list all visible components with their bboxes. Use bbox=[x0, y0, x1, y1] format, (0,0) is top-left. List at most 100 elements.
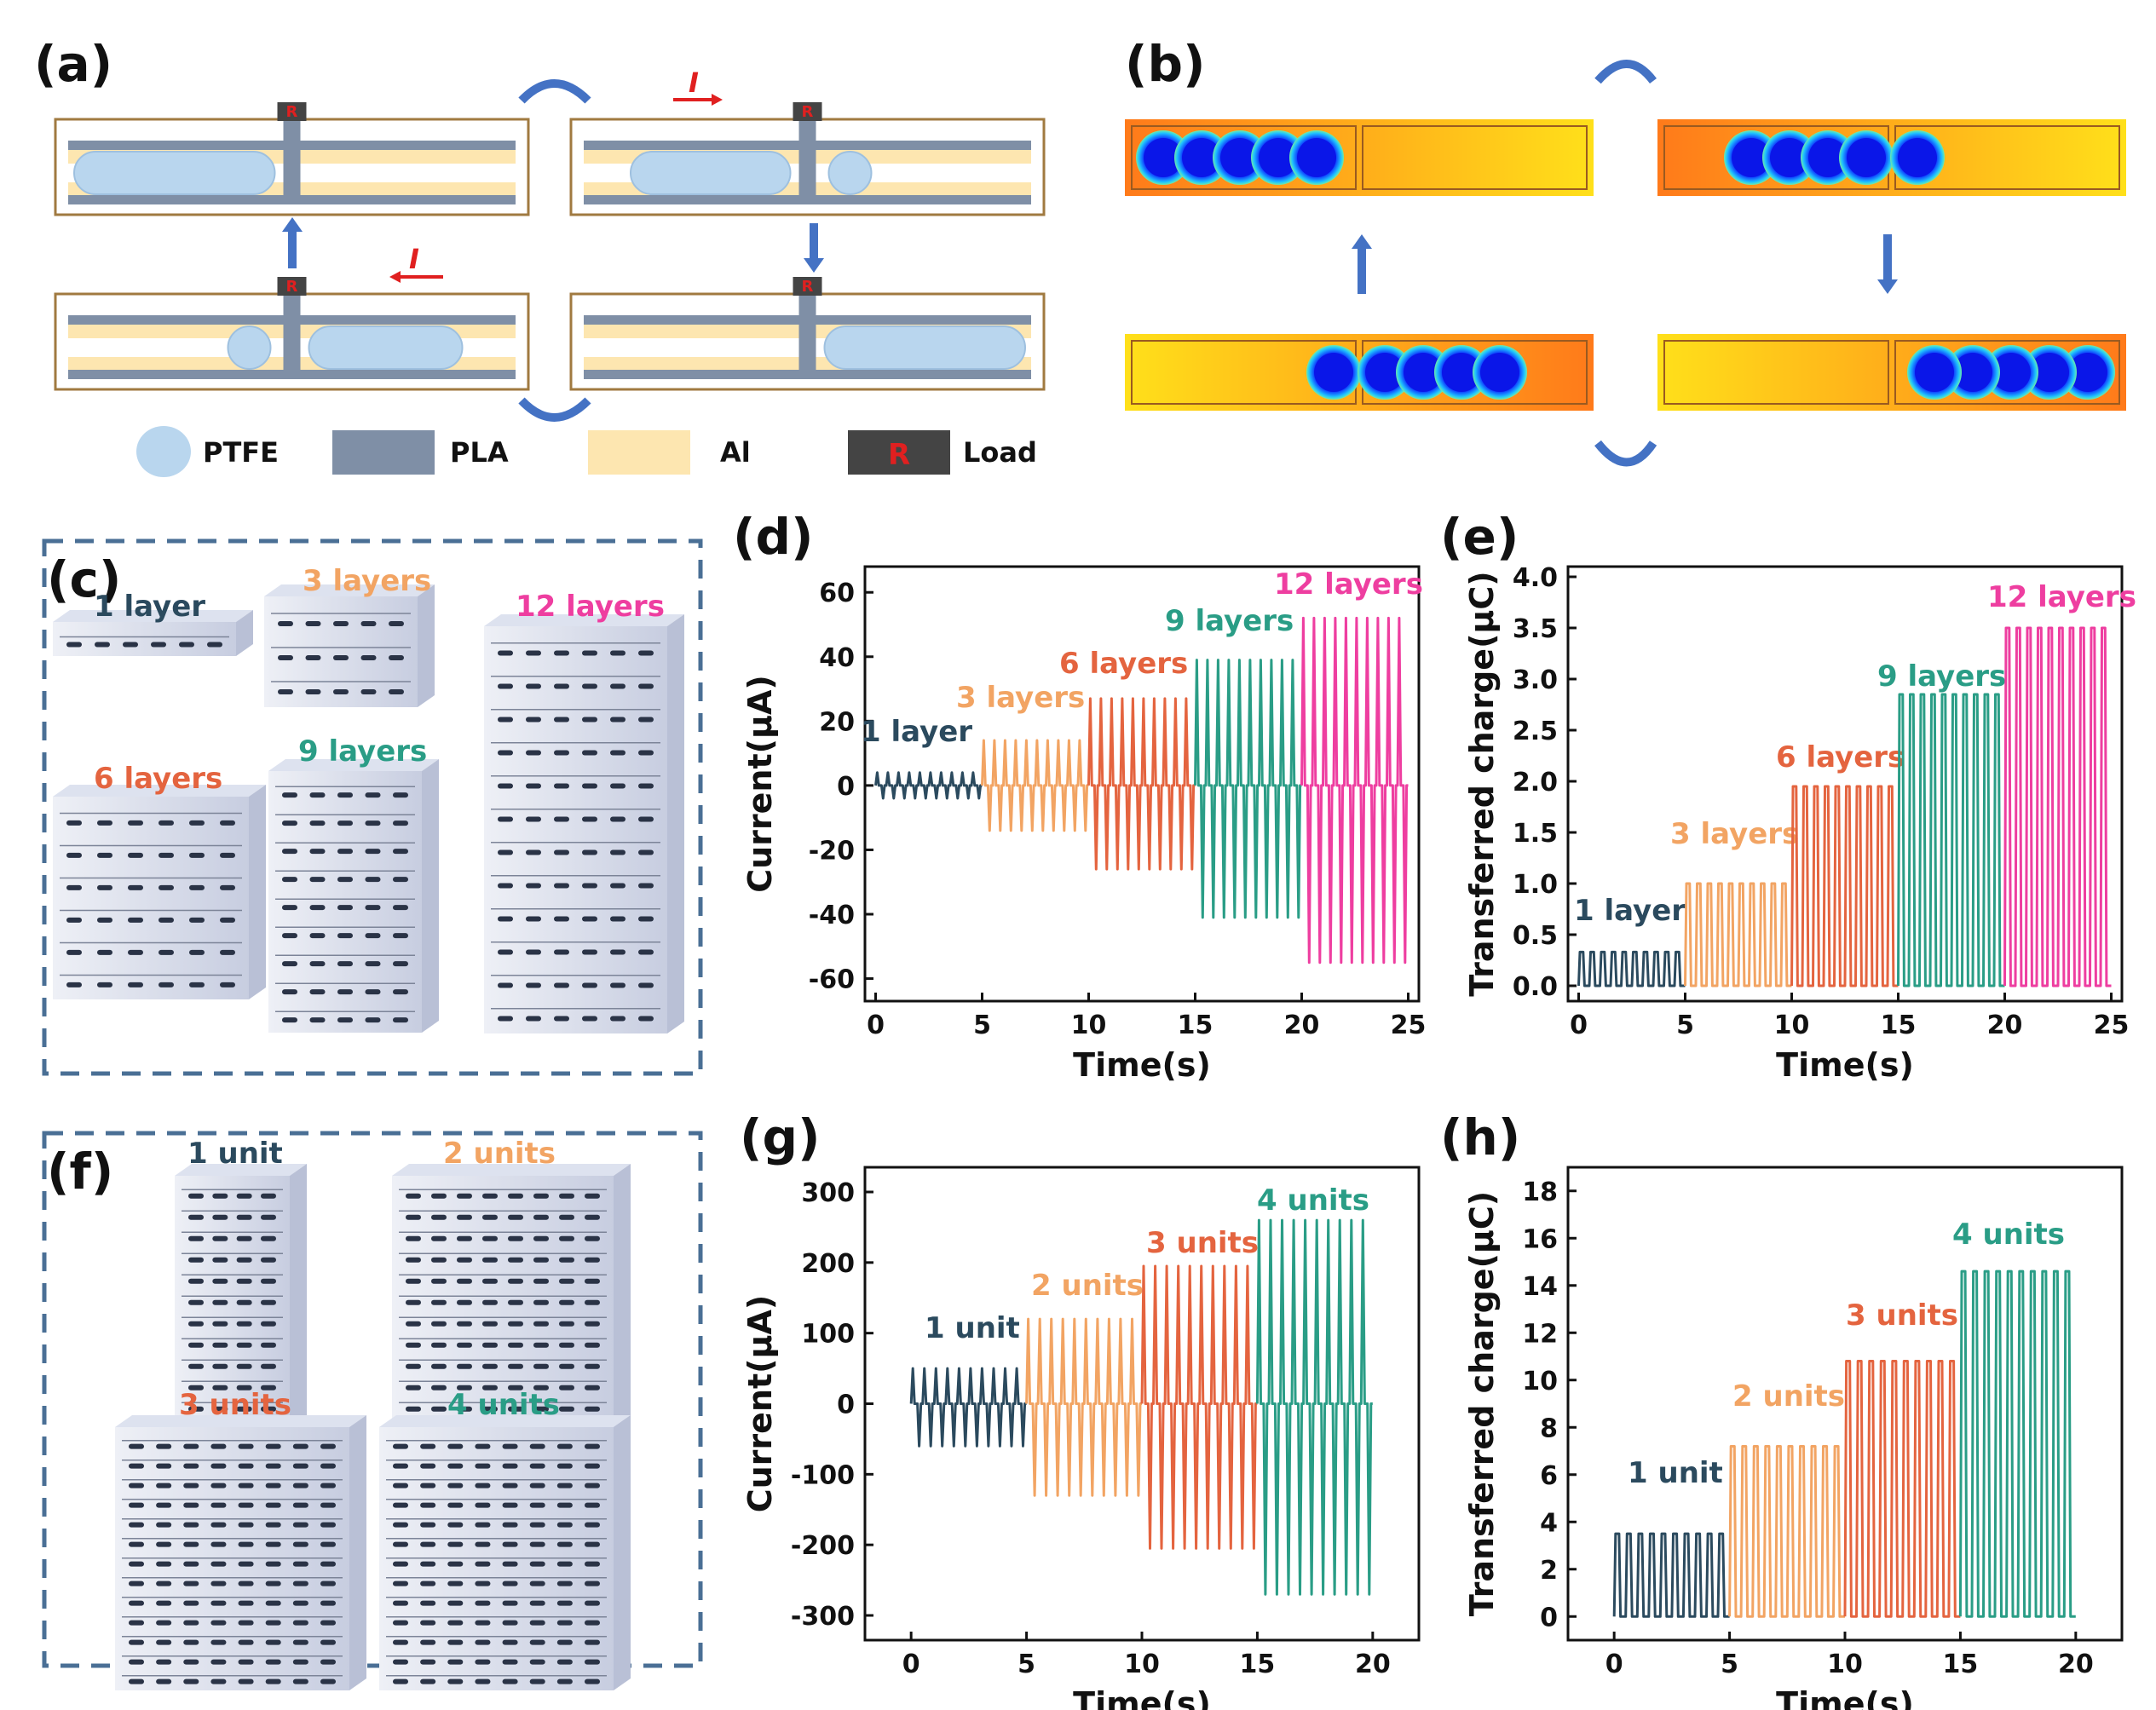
pellet-slot bbox=[320, 1502, 336, 1508]
simulation-frame-2 bbox=[1657, 119, 2126, 196]
pellet-slot bbox=[482, 1299, 498, 1305]
legend-label-load: Load bbox=[963, 436, 1037, 469]
pellet-slot bbox=[212, 1342, 228, 1348]
pellet-slot bbox=[529, 1600, 545, 1606]
y-tick-label: 200 bbox=[801, 1249, 855, 1279]
pellet-slot bbox=[556, 1463, 573, 1469]
pellet-slot bbox=[282, 989, 297, 995]
pellet-slot bbox=[638, 883, 654, 889]
pellet-slot bbox=[529, 1483, 545, 1488]
y-tick-label: 0 bbox=[837, 1390, 855, 1420]
x-tick-label: 15 bbox=[1178, 1010, 1213, 1040]
pellet-slot bbox=[502, 1659, 518, 1665]
pellet-slot bbox=[533, 1385, 549, 1390]
pellet-slot bbox=[533, 1214, 549, 1220]
series-label: 6 layers bbox=[1776, 740, 1905, 774]
stack-label: 3 units bbox=[179, 1388, 291, 1422]
pellet-slot bbox=[282, 933, 297, 939]
y-tick-label: -40 bbox=[809, 901, 855, 930]
pellet-slot bbox=[585, 1342, 600, 1348]
pellet-slot bbox=[265, 1639, 281, 1645]
pellet-slot bbox=[526, 683, 541, 689]
pellet-slot bbox=[482, 1363, 498, 1369]
pellet-slot bbox=[556, 1561, 573, 1567]
pellet-slot bbox=[210, 1659, 227, 1665]
pellet-slot bbox=[508, 1342, 523, 1348]
pellet-slot bbox=[447, 1600, 464, 1606]
pellet-slot bbox=[610, 816, 625, 822]
pellet-slot bbox=[475, 1463, 491, 1469]
x-axis-label: Time(s) bbox=[1776, 1685, 1914, 1710]
pellet-slot bbox=[128, 917, 143, 923]
pellet-slot bbox=[261, 1299, 276, 1305]
cycle-arrow-top bbox=[1594, 60, 1657, 84]
pellet-slot bbox=[526, 717, 541, 723]
pellet-slot bbox=[559, 1193, 574, 1199]
pellet-slot bbox=[188, 1406, 204, 1412]
pellet-slot bbox=[610, 949, 625, 955]
simulation-frame-3 bbox=[1125, 334, 1594, 411]
ptfe-pellet-potential bbox=[1365, 353, 1404, 392]
legend-label-pla: PLA bbox=[450, 436, 509, 469]
pellet-slot bbox=[475, 1600, 491, 1606]
plot-frame bbox=[863, 565, 1421, 1003]
pellet-slot bbox=[210, 1600, 227, 1606]
y-tick-label: 60 bbox=[819, 579, 855, 608]
pellet-slot bbox=[189, 884, 205, 890]
pellet-slot bbox=[265, 1659, 281, 1665]
pellet-slot bbox=[498, 683, 513, 689]
pellet-slot bbox=[431, 1193, 447, 1199]
pellet-slot bbox=[129, 1522, 144, 1528]
series-label: 2 units bbox=[1732, 1379, 1845, 1413]
pellet-slot bbox=[183, 1502, 199, 1508]
pellet-slot bbox=[431, 1342, 447, 1348]
pellet-slot bbox=[559, 1385, 574, 1390]
pellet-slot bbox=[556, 1620, 573, 1626]
stack-top-face bbox=[392, 1164, 631, 1176]
pellet-slot bbox=[447, 1541, 464, 1547]
electrode-outline bbox=[1362, 125, 1588, 190]
pellet-slot bbox=[556, 1659, 573, 1665]
pellet-slot bbox=[210, 1678, 227, 1684]
pellet-slot bbox=[210, 1483, 227, 1488]
pla-divider bbox=[283, 118, 301, 204]
x-tick-label: 5 bbox=[1721, 1650, 1738, 1679]
pellet-slot bbox=[282, 792, 297, 798]
stack-side-face bbox=[236, 610, 253, 656]
series-line-3-units bbox=[1843, 1360, 1961, 1618]
pellet-slot bbox=[420, 1483, 436, 1488]
pellet-slot bbox=[420, 1541, 436, 1547]
series-line-6-layers bbox=[1087, 697, 1196, 871]
pellet-slot bbox=[265, 1522, 281, 1528]
y-tick-label: 2.5 bbox=[1513, 717, 1558, 746]
pellet-slot bbox=[585, 1659, 600, 1665]
series-label: 4 units bbox=[1257, 1183, 1369, 1218]
pellet-slot bbox=[238, 1541, 254, 1547]
pellet-slot bbox=[188, 1193, 204, 1199]
pellet-slot bbox=[585, 1678, 600, 1684]
stack-front-face bbox=[392, 1176, 614, 1440]
pellet-slot bbox=[498, 783, 513, 789]
pellet-slot bbox=[265, 1580, 281, 1586]
pellet-slot bbox=[475, 1502, 491, 1508]
pellet-slot bbox=[292, 1659, 308, 1665]
series-line-3-units bbox=[1140, 1264, 1258, 1550]
pellet-slot bbox=[610, 783, 625, 789]
pellet-slot bbox=[554, 816, 569, 822]
stack-side-face bbox=[249, 785, 266, 999]
pellet-slot bbox=[498, 750, 513, 756]
y-tick-label: 1.5 bbox=[1513, 819, 1558, 849]
series-line-4-units bbox=[1255, 1218, 1373, 1596]
legend-swatch-pla bbox=[332, 430, 435, 475]
pellet-slot bbox=[554, 1016, 569, 1022]
pellet-slot bbox=[582, 816, 597, 822]
ptfe-pellet-potential bbox=[1732, 138, 1771, 177]
pellet-slot bbox=[236, 1235, 252, 1241]
pellet-slot bbox=[585, 1363, 600, 1369]
pellet-slot bbox=[393, 933, 408, 939]
pellet-slot bbox=[236, 1385, 252, 1390]
pellet-slot bbox=[610, 883, 625, 889]
stack-side-face bbox=[614, 1164, 631, 1440]
pellet-slot bbox=[337, 933, 353, 939]
pellet-slot bbox=[582, 883, 597, 889]
